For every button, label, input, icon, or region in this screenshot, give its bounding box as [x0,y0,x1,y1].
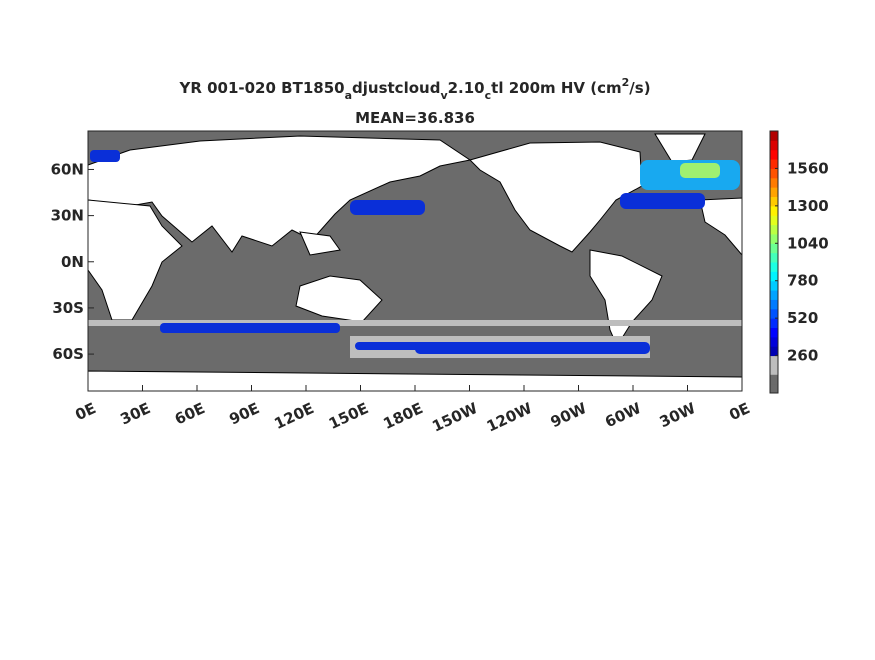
map-subtitle: MEAN=36.836 [355,109,475,127]
title-part: tl 200m HV (cm [491,79,621,97]
colorbar-tick-label: 1040 [787,234,829,252]
x-tick-label: 90W [548,399,590,431]
title-part: djustcloud [352,79,440,97]
title-part: /s) [629,79,650,97]
colorbar-segment [770,177,778,188]
title-part: v [440,89,448,102]
title-part: 2.10 [448,79,485,97]
x-tick-label: 60E [172,399,208,428]
x-tick-label: 150E [326,399,371,433]
x-tick-label: 0E [726,399,752,424]
y-tick-label: 0N [61,253,84,271]
colorbar-segment [770,131,778,141]
colorbar-segment [770,159,778,169]
x-tick-label: 120W [484,399,535,436]
colorbar-tick-label: 260 [787,347,818,365]
colorbar-segment [770,318,778,328]
colorbar-segment [770,243,778,254]
colorbar: 260 520 780 1040 1300 1560 [769,130,829,394]
colorbar-segment [770,308,778,319]
x-tick-label: 120E [271,399,316,433]
y-tick-label: 30N [51,207,84,225]
colorbar-segment [770,262,778,272]
colorbar-tick-label: 1300 [787,197,829,215]
x-tick-label: 30E [117,399,153,428]
title-part: a [345,89,352,102]
map-field [87,130,743,392]
colorbar-segment [770,383,778,394]
colorbar-segment [770,355,778,366]
colorbar-segment [770,271,778,282]
x-tick-label: 60W [602,399,644,431]
x-tick-label: 180E [380,399,425,433]
y-tick-label: 60N [51,160,84,178]
colorbar-segment [770,168,778,179]
colorbar-frame [769,130,779,394]
colorbar-tick-label: 520 [787,309,818,327]
colorbar-tick-label: 1560 [787,159,829,177]
colorbar-segment [770,149,778,160]
colorbar-segment [770,205,778,216]
colorbar-segment [770,187,778,197]
colorbar-segment [770,215,778,226]
colorbar-tick-label: 780 [787,272,818,290]
title-part: 2 [622,76,630,89]
x-tick-label: 30W [657,399,699,431]
title-part: c [485,89,492,102]
colorbar-segment [770,140,778,151]
title-part: YR 001-020 BT1850 [178,79,344,97]
map-title: YR 001-020 BT1850adjustcloudv2.10ctl 200… [178,76,650,102]
colorbar-segment [770,280,778,291]
colorbar-segment [770,327,778,338]
colorbar-segment [770,233,778,244]
x-tick-label: 90E [226,399,262,428]
colorbar-segment [770,224,778,235]
colorbar-segment [770,346,778,357]
colorbar-segment [770,252,778,263]
y-tick-label: 30S [52,299,84,317]
colorbar-segment [770,336,778,347]
colorbar-segment [770,196,778,207]
x-tick-label: 0E [72,399,98,424]
colorbar-segment [770,374,778,385]
x-tick-label: 150W [429,399,480,436]
colorbar-segment [770,290,778,300]
colorbar-segment [770,364,778,375]
colorbar-segment [770,299,778,310]
y-tick-label: 60S [52,345,84,363]
